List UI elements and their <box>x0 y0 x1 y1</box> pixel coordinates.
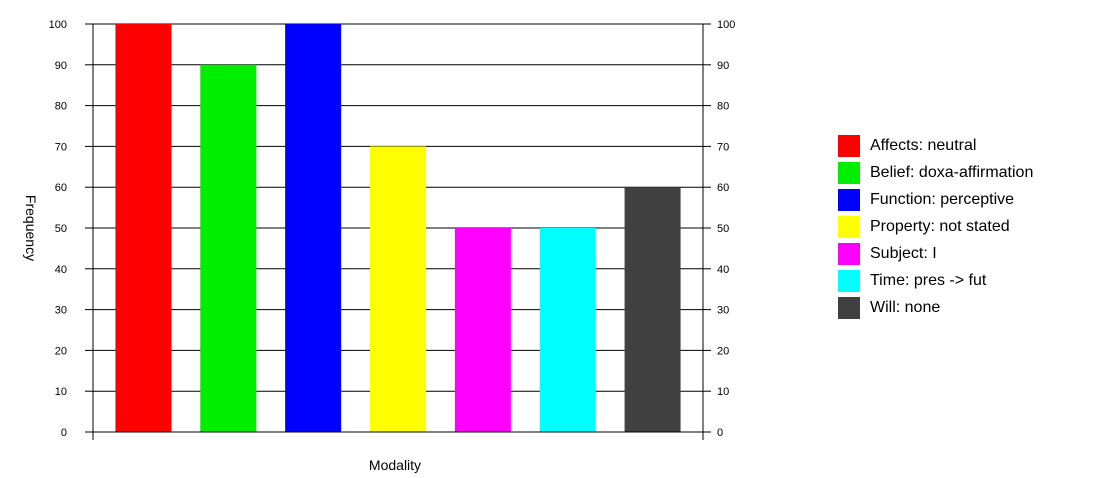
y-tick-label-right: 0 <box>717 427 723 439</box>
bar <box>454 228 511 432</box>
legend-label: Subject: I <box>870 244 937 262</box>
y-tick-label: 100 <box>49 19 67 31</box>
legend-item: Affects: neutral <box>838 132 1033 159</box>
bar <box>539 228 596 432</box>
y-tick-label-right: 40 <box>717 264 729 276</box>
y-tick-label-right: 80 <box>717 101 729 113</box>
bars-group <box>115 24 681 433</box>
y-tick-label-right: 90 <box>717 60 729 72</box>
x-axis-title: Modality <box>369 457 421 473</box>
legend-item: Time: pres -> fut <box>838 267 1033 294</box>
legend-item: Function: perceptive <box>838 186 1033 213</box>
bar <box>285 24 342 432</box>
legend-label: Function: perceptive <box>870 190 1015 208</box>
y-tick-label-right: 70 <box>717 141 729 153</box>
bar <box>624 187 681 432</box>
legend-swatch <box>838 134 860 157</box>
legend-swatch <box>838 161 860 184</box>
y-tick-label: 60 <box>55 182 67 194</box>
legend-swatch <box>838 269 860 292</box>
y-tick-label-right: 60 <box>717 182 729 194</box>
y-tick-label-right: 50 <box>717 223 729 235</box>
legend-label: Property: not stated <box>870 217 1010 235</box>
right-axis-ticks: 0 10 20 30 40 50 60 70 80 90 100 <box>703 19 735 439</box>
bar <box>115 24 172 432</box>
y-tick-label: 0 <box>61 427 67 439</box>
legend-label: Time: pres -> fut <box>870 271 987 289</box>
legend-swatch <box>838 296 860 319</box>
legend-swatch <box>838 215 860 238</box>
y-tick-label: 20 <box>55 345 67 357</box>
y-tick-label: 40 <box>55 264 67 276</box>
legend-item: Belief: doxa-affirmation <box>838 159 1033 186</box>
legend-swatch <box>838 188 860 211</box>
legend-label: Affects: neutral <box>870 136 977 154</box>
legend-label: Will: none <box>870 298 941 316</box>
y-axis-title: Frequency <box>23 195 39 261</box>
y-tick-label-right: 20 <box>717 345 729 357</box>
legend-item: Property: not stated <box>838 213 1033 240</box>
y-tick-label: 80 <box>55 101 67 113</box>
y-tick-label-right: 30 <box>717 305 729 317</box>
y-tick-label: 50 <box>55 223 67 235</box>
y-tick-label: 10 <box>55 386 67 398</box>
y-tick-label: 90 <box>55 60 67 72</box>
legend-item: Subject: I <box>838 240 1033 267</box>
y-tick-label-right: 10 <box>717 386 729 398</box>
legend-swatch <box>838 242 860 265</box>
bar <box>200 64 257 433</box>
y-tick-label-right: 100 <box>717 19 735 31</box>
legend: Affects: neutral Belief: doxa-affirmation… <box>838 132 1033 321</box>
legend-item: Will: none <box>838 294 1033 321</box>
bar <box>370 146 426 432</box>
y-tick-label: 70 <box>55 141 67 153</box>
axes-group <box>92 24 704 440</box>
legend-label: Belief: doxa-affirmation <box>870 163 1034 181</box>
y-tick-label: 30 <box>55 305 67 317</box>
left-axis-ticks: 0 10 20 30 40 50 60 70 80 90 100 <box>49 19 93 439</box>
